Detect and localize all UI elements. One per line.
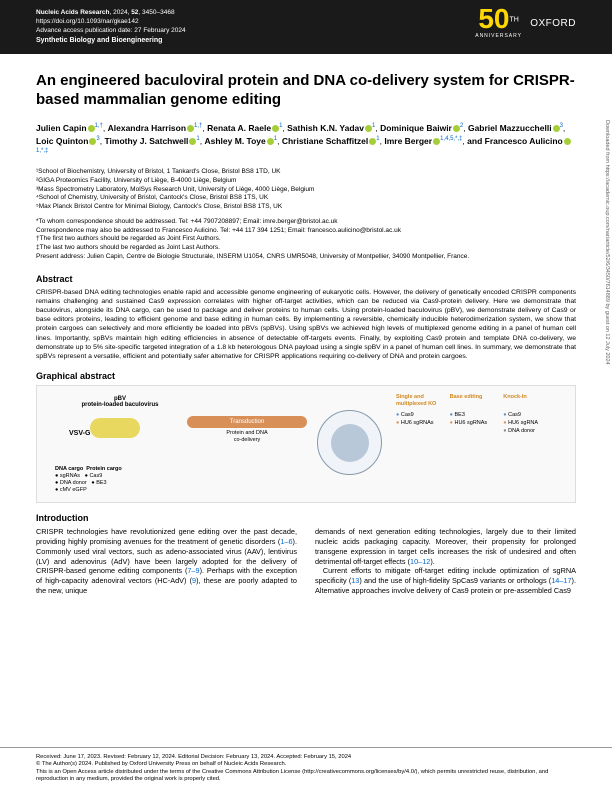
abstract-heading: Abstract [36, 274, 576, 284]
affiliations: ¹School of Biochemistry, University of B… [36, 168, 576, 212]
copyright: © The Author(s) 2024. Published by Oxfor… [36, 761, 576, 769]
ga-cargo-legend: DNA cargo Protein cargo● sgRNAs ● Cas9● … [55, 466, 122, 495]
download-sidebar: Downloaded from https://academic.oup.com… [604, 120, 610, 365]
intro-left-col: CRISPR technologies have revolutionized … [36, 527, 297, 596]
cell-diagram [317, 410, 382, 475]
page-header: Nucleic Acids Research, 2024, 52, 3450–3… [0, 0, 612, 54]
anniversary-badge: 50TH ANNIVERSARY [475, 6, 522, 39]
abstract-text: CRISPR-based DNA editing technologies en… [36, 288, 576, 361]
intro-right-col: demands of next generation editing techn… [315, 527, 576, 596]
pbv-label: pBVprotein-loaded baculovirus [55, 396, 185, 408]
transduction-arrow: Transduction Protein and DNAco-delivery [187, 416, 307, 443]
ga-columns: Single andmultiplexed KO Cas9 HU6 sgRNAs… [396, 394, 561, 436]
article-title: An engineered baculoviral protein and DN… [36, 72, 576, 110]
vsvg-label: VSV-G [69, 430, 90, 437]
graphical-abstract-heading: Graphical abstract [36, 371, 576, 381]
advance-date: Advance access publication date: 27 Febr… [36, 27, 186, 34]
publisher-logo: OXFORD [530, 18, 576, 29]
main-content: An engineered baculoviral protein and DN… [0, 54, 612, 596]
introduction-text: CRISPR technologies have revolutionized … [36, 527, 576, 596]
page-footer: Received: June 17, 2023. Revised: Februa… [0, 747, 612, 792]
doi-link[interactable]: https://doi.org/10.1093/nar/gkae142 [36, 18, 139, 25]
license-text: This is an Open Access article distribut… [36, 769, 576, 784]
author-list: Julien Capin1,†, Alexandra Harrison1,†, … [36, 122, 576, 160]
journal-name: Nucleic Acids Research [36, 9, 109, 16]
introduction-heading: Introduction [36, 513, 576, 523]
graphical-abstract-figure: pBVprotein-loaded baculovirus VSV-G Tran… [36, 385, 576, 503]
author-notes: *To whom correspondence should be addres… [36, 218, 576, 262]
